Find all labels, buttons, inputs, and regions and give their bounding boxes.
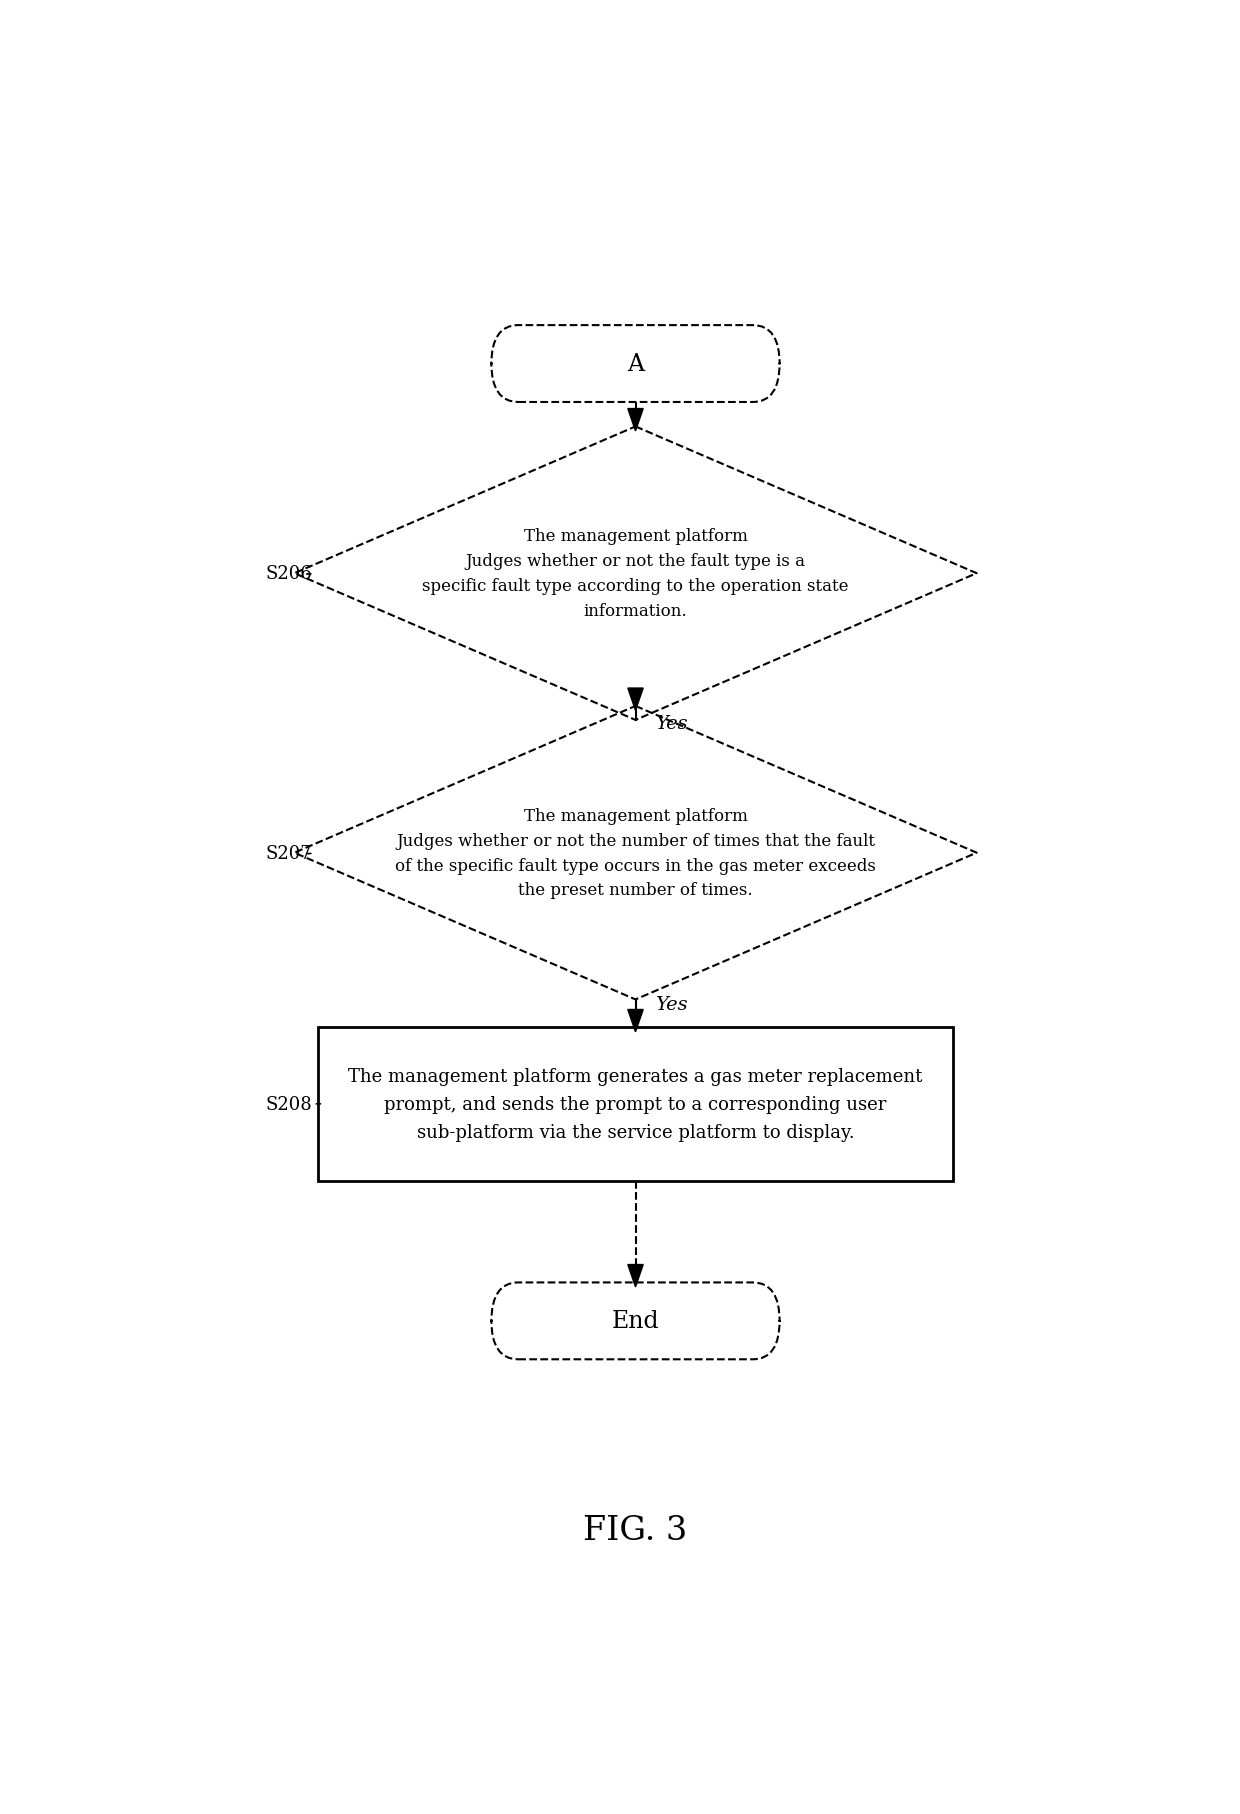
Text: Yes: Yes [655,996,687,1012]
Polygon shape [627,1264,644,1288]
Text: S207: S207 [265,844,312,862]
Polygon shape [294,426,977,720]
Text: The management platform generates a gas meter replacement
prompt, and sends the : The management platform generates a gas … [348,1068,923,1141]
Text: The management platform
Judges whether or not the fault type is a
specific fault: The management platform Judges whether o… [423,528,848,620]
Text: S206: S206 [265,564,312,582]
Polygon shape [294,706,977,1000]
FancyBboxPatch shape [491,327,780,403]
Text: Yes: Yes [655,715,687,733]
Polygon shape [627,410,644,432]
Polygon shape [627,1010,644,1032]
FancyBboxPatch shape [491,1282,780,1359]
Polygon shape [627,689,644,711]
Text: S208: S208 [265,1096,312,1114]
Text: The management platform
Judges whether or not the number of times that the fault: The management platform Judges whether o… [396,807,875,900]
Text: FIG. 3: FIG. 3 [583,1515,688,1547]
Bar [319,1029,952,1181]
Text: End: End [611,1310,660,1333]
Text: A: A [627,354,644,375]
